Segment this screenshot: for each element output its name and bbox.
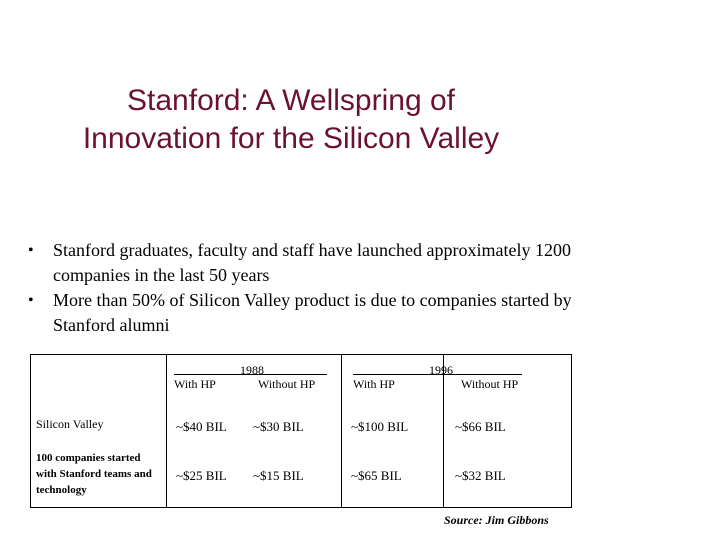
bullet-icon: • <box>28 242 34 259</box>
table-cell: ~$66 BIL <box>455 419 506 434</box>
row-label-stanford-companies: 100 companies started with Stanford team… <box>36 452 152 496</box>
header-underline <box>174 374 327 375</box>
bullet-item: • More than 50% of Silicon Valley produc… <box>28 288 588 338</box>
column-divider <box>341 355 342 507</box>
table-cell: ~$25 BIL <box>176 468 227 483</box>
bullet-item: • Stanford graduates, faculty and staff … <box>28 238 588 288</box>
column-divider <box>166 355 167 507</box>
table-cell: ~$65 BIL <box>351 468 402 483</box>
header-underline <box>353 374 522 375</box>
revenue-table: 1988 With HP Without HP 1996 With HP Wit… <box>30 354 572 508</box>
year-header-1996: 1996 <box>429 363 453 377</box>
bullet-list: • Stanford graduates, faculty and staff … <box>28 238 588 338</box>
source-caption: Source: Jim Gibbons <box>444 513 549 527</box>
col-header-with-hp: With HP <box>353 377 395 391</box>
col-header-with-hp: With HP <box>174 377 216 391</box>
year-header-1988: 1988 <box>240 363 264 377</box>
table-cell: ~$32 BIL <box>455 468 506 483</box>
col-header-without-hp: Without HP <box>461 377 519 391</box>
column-divider <box>443 355 444 507</box>
table-cell: ~$100 BIL <box>351 419 409 434</box>
title-line-1: Stanford: A Wellspring of <box>127 84 455 117</box>
bullet-text: Stanford graduates, faculty and staff ha… <box>53 240 571 285</box>
table-cell: ~$15 BIL <box>253 468 304 483</box>
row-label-silicon-valley: Silicon Valley <box>36 417 104 431</box>
title-line-2: Innovation for the Silicon Valley <box>82 122 500 155</box>
table-cell: ~$40 BIL <box>176 419 227 434</box>
bullet-icon: • <box>28 292 34 309</box>
col-header-without-hp: Without HP <box>258 377 316 391</box>
bullet-text: More than 50% of Silicon Valley product … <box>53 290 572 335</box>
table-cell: ~$30 BIL <box>253 419 304 434</box>
slide-title: Stanford: A Wellspring of Innovation for… <box>0 82 582 158</box>
